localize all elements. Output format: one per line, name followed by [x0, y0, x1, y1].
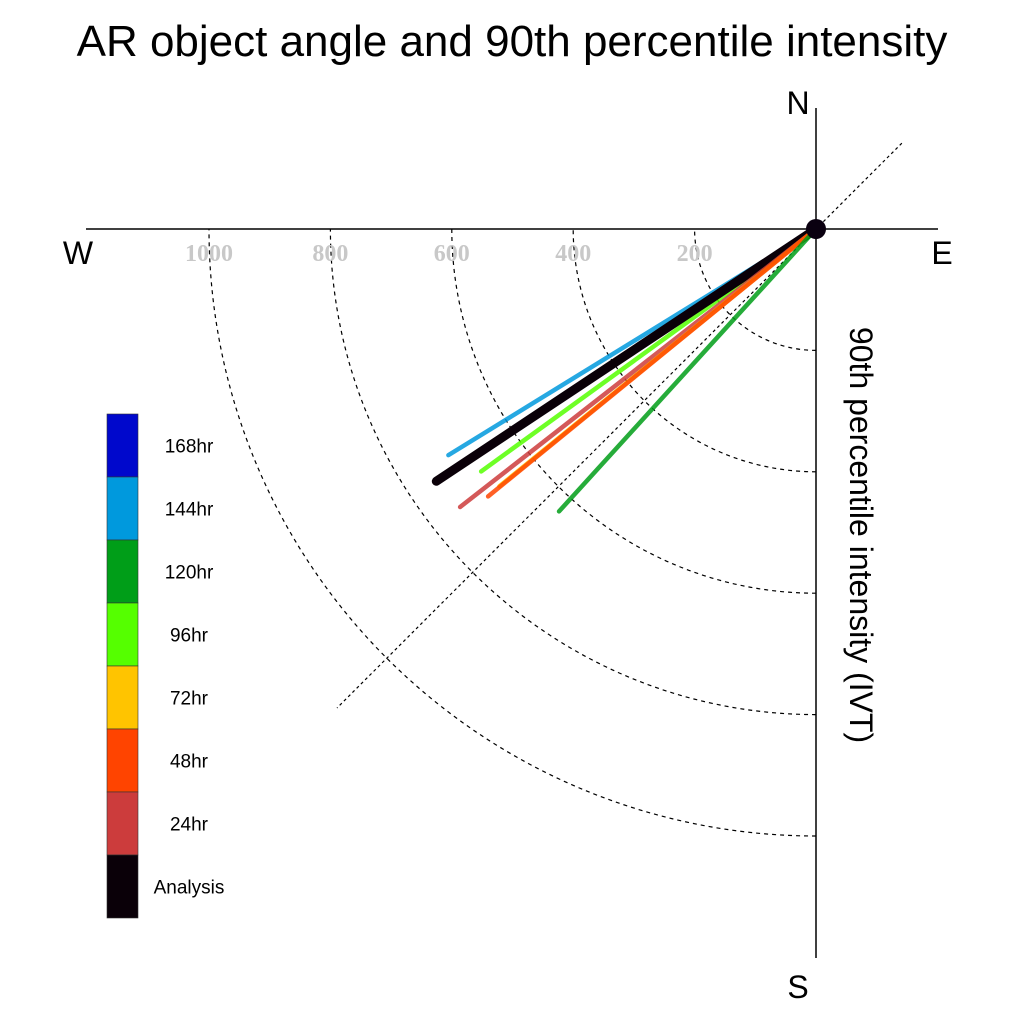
radial-tick-label: 400 — [555, 241, 591, 267]
compass-west-label: W — [63, 235, 94, 271]
legend-swatch — [106, 791, 139, 856]
legend-label: 96hr — [170, 626, 209, 647]
legend-swatch — [106, 539, 139, 604]
radial-ring — [694, 228, 817, 351]
vector-120hr — [556, 226, 819, 514]
radial-tick-label: 600 — [434, 241, 470, 267]
radial-tick-label: 1000 — [185, 241, 233, 267]
legend-swatch — [106, 854, 139, 919]
legend-label: Analysis — [154, 878, 225, 899]
origin-marker — [806, 219, 826, 239]
legend-label: 144hr — [165, 500, 214, 521]
series-vectors — [431, 224, 821, 514]
vector-48hr — [485, 226, 819, 499]
chart-title: AR object angle and 90th percentile inte… — [77, 17, 948, 66]
legend-swatch — [106, 413, 139, 478]
vector-analysis — [431, 224, 821, 486]
legend-label: 120hr — [165, 563, 214, 584]
radial-tick-labels: 1000 800 600 400 200 — [185, 241, 713, 267]
legend-swatch — [106, 476, 139, 541]
legend-swatch — [106, 602, 139, 667]
radial-ring — [208, 228, 817, 837]
compass-north-label: N — [786, 85, 809, 121]
compass-east-label: E — [931, 235, 952, 271]
legend-swatch — [106, 728, 139, 793]
compass-south-label: S — [787, 969, 808, 1005]
legend: 168hr 144hr 120hr 96hr 72hr 48hr 24hr Analysis — [106, 413, 225, 919]
y-axis-label: 90th percentile intensity (IVT) — [843, 327, 879, 743]
legend-label: 72hr — [170, 689, 209, 710]
radial-ring — [329, 228, 817, 716]
radial-tick-label: 800 — [312, 241, 348, 267]
legend-label: 24hr — [170, 815, 209, 836]
legend-swatch — [106, 665, 139, 730]
radial-tick-label: 200 — [677, 241, 713, 267]
radial-rings — [208, 228, 817, 837]
legend-label: 48hr — [170, 752, 209, 773]
legend-label: 168hr — [165, 437, 214, 458]
